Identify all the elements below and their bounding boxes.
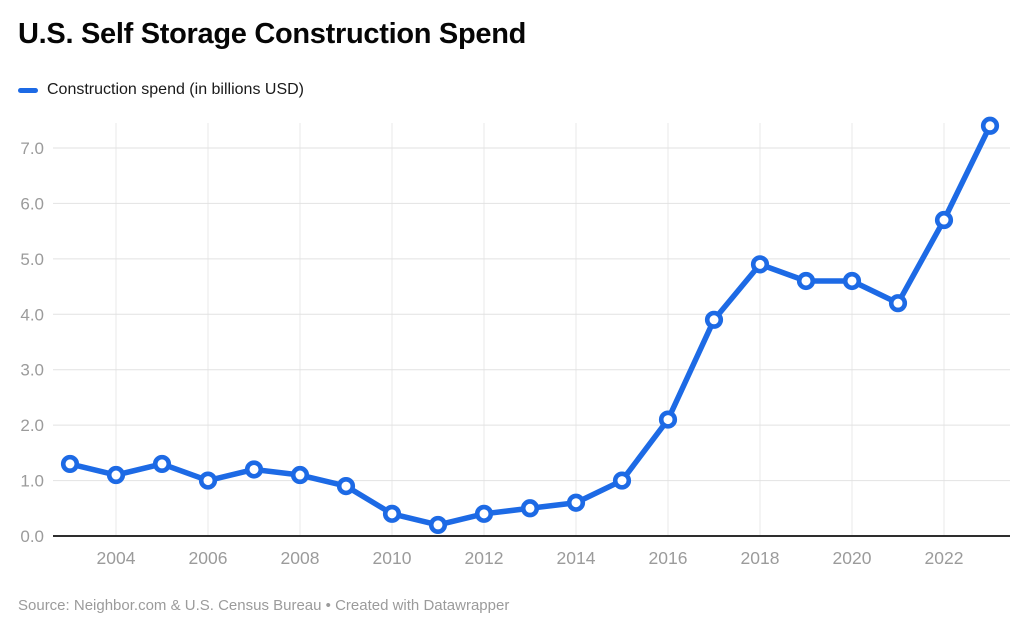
data-point	[474, 504, 494, 523]
legend-line-swatch	[18, 87, 38, 93]
data-point	[520, 499, 540, 518]
source-note: Source: Neighbor.com & U.S. Census Burea…	[18, 597, 510, 614]
y-axis-tick-label: 6.0	[20, 194, 44, 213]
data-point	[934, 210, 954, 230]
data-point	[750, 255, 770, 274]
data-point	[382, 504, 402, 523]
x-axis-tick-label: 2004	[97, 548, 136, 568]
data-point	[566, 493, 586, 512]
x-axis-tick-label: 2016	[649, 548, 688, 568]
data-point	[106, 465, 126, 485]
x-axis-tick-label: 2006	[189, 548, 228, 568]
data-point	[60, 454, 80, 474]
x-axis-tick-label: 2014	[557, 548, 596, 568]
data-point	[290, 465, 310, 485]
data-point	[658, 410, 678, 429]
legend-label: Construction spend (in billions USD)	[47, 81, 304, 98]
data-point	[198, 471, 218, 490]
y-axis-tick-label: 3.0	[20, 361, 44, 380]
y-axis-tick-label: 2.0	[20, 416, 44, 435]
data-point	[796, 271, 816, 291]
line-chart: 0.0 1.0 2.0 3.0 4.0 5.0 6.0 7.0 2004 2006 2008 2010…	[20, 116, 1010, 568]
x-axis-tick-label: 2020	[833, 548, 872, 568]
legend: Construction spend (in billions USD)	[18, 80, 304, 100]
x-axis-tick-label: 2018	[741, 548, 780, 568]
data-point	[612, 471, 632, 490]
data-point	[428, 515, 448, 535]
y-axis-tick-label: 4.0	[20, 305, 44, 324]
data-point	[888, 294, 908, 313]
data-point	[152, 454, 172, 474]
data-point	[336, 477, 356, 496]
data-point	[980, 116, 1000, 135]
y-axis-tick-label: 5.0	[20, 250, 44, 269]
data-point	[704, 310, 724, 329]
x-axis-tick-label: 2012	[465, 548, 504, 568]
chart-title: U.S. Self Storage Construction Spend	[18, 18, 527, 50]
x-axis-tick-label: 2010	[373, 548, 412, 568]
data-point	[244, 460, 264, 479]
x-axis-tick-label: 2008	[281, 548, 320, 568]
y-axis-tick-label: 1.0	[20, 472, 44, 491]
y-axis-tick-label: 7.0	[20, 139, 44, 158]
y-axis-tick-label: 0.0	[20, 527, 44, 546]
data-point	[842, 271, 862, 291]
x-axis-tick-label: 2022	[925, 548, 964, 568]
